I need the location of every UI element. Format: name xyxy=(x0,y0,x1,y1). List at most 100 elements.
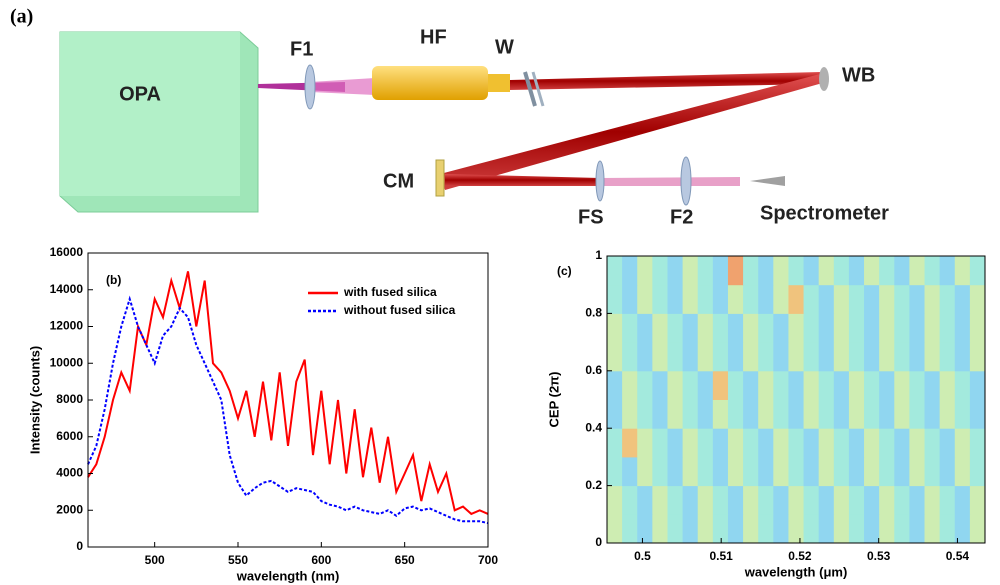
heat-cell xyxy=(727,456,744,487)
heat-cell xyxy=(758,456,774,487)
heat-cell xyxy=(969,342,986,372)
heat-cell xyxy=(924,256,941,286)
heat-cell xyxy=(727,428,744,458)
y-tick-label: 0.4 xyxy=(585,420,602,434)
heat-cell xyxy=(909,399,926,429)
x-axis-label: wavelength (nm) xyxy=(236,568,340,583)
heat-cell xyxy=(894,313,910,343)
heat-cell xyxy=(818,428,835,458)
heat-cell xyxy=(712,313,729,343)
heat-cell xyxy=(697,399,714,429)
window xyxy=(531,71,545,107)
y-tick-label: 1 xyxy=(595,248,602,262)
heat-cell xyxy=(894,284,910,314)
y-tick-label: 0 xyxy=(595,535,602,549)
heat-cell xyxy=(727,514,744,544)
heat-cell xyxy=(894,514,910,544)
heat-cell xyxy=(622,456,638,487)
heat-cell xyxy=(652,342,668,372)
heat-cell xyxy=(727,399,744,429)
heat-cell xyxy=(939,428,956,458)
heat-cell xyxy=(773,256,789,286)
heat-cell xyxy=(697,284,714,314)
heat-cell xyxy=(697,514,714,544)
heat-cell xyxy=(712,370,729,400)
heat-cell xyxy=(803,284,820,314)
heat-cell xyxy=(712,284,729,314)
heat-cell xyxy=(954,514,971,544)
heat-cell xyxy=(712,428,729,458)
heat-cell xyxy=(788,399,805,429)
heat-cell xyxy=(924,456,941,487)
heat-cell xyxy=(879,485,895,515)
heat-cell xyxy=(667,399,684,429)
heat-cell xyxy=(697,485,714,515)
heat-cell xyxy=(607,342,623,372)
heat-cell xyxy=(909,370,926,400)
heat-cell xyxy=(682,370,699,400)
heat-cell xyxy=(939,399,956,429)
heat-cell xyxy=(667,428,684,458)
heat-cell xyxy=(607,370,623,400)
heat-cell xyxy=(743,456,759,487)
heat-cell xyxy=(743,514,759,544)
heat-cell xyxy=(743,313,759,343)
wedge xyxy=(819,67,829,91)
heat-cell xyxy=(758,370,774,400)
heat-cell xyxy=(969,370,986,400)
heat-cell xyxy=(682,342,699,372)
heat-cell xyxy=(909,313,926,343)
heat-cell xyxy=(622,399,638,429)
heat-cell xyxy=(607,514,623,544)
f2-label: F2 xyxy=(670,206,693,228)
heat-cell xyxy=(788,514,805,544)
heat-cell xyxy=(803,514,820,544)
heat-cell xyxy=(969,428,986,458)
heat-cell xyxy=(848,284,865,314)
heat-cell xyxy=(607,284,623,314)
y-tick-label: 0.2 xyxy=(585,478,602,492)
y-tick-label: 14000 xyxy=(50,282,84,296)
heat-cell xyxy=(712,342,729,372)
heat-cell xyxy=(848,313,865,343)
heat-cell xyxy=(607,485,623,515)
heat-cell xyxy=(727,313,744,343)
heat-cell xyxy=(833,428,850,458)
heat-cell xyxy=(864,256,880,286)
beam xyxy=(440,74,826,190)
heat-cell xyxy=(667,514,684,544)
heat-cell xyxy=(939,514,956,544)
heat-cell xyxy=(924,399,941,429)
heat-cell xyxy=(879,456,895,487)
heat-cell xyxy=(954,256,971,286)
heat-cell xyxy=(743,284,759,314)
heat-cell xyxy=(682,456,699,487)
heat-cell xyxy=(682,256,699,286)
heat-cell xyxy=(909,456,926,487)
heat-cell xyxy=(894,485,910,515)
hollow-fiber-end xyxy=(488,74,510,92)
hf-label: HF xyxy=(420,26,447,48)
w-label: W xyxy=(495,36,514,58)
heat-cell xyxy=(909,485,926,515)
heat-cell xyxy=(788,428,805,458)
heat-cell xyxy=(697,342,714,372)
heat-cell xyxy=(848,370,865,400)
heat-cell xyxy=(818,456,835,487)
heat-cell xyxy=(607,256,623,286)
heat-cell xyxy=(939,284,956,314)
heat-cell xyxy=(743,342,759,372)
heat-cell xyxy=(758,256,774,286)
heat-cell xyxy=(758,428,774,458)
heat-cell xyxy=(667,313,684,343)
heat-cell xyxy=(818,313,835,343)
heat-cell xyxy=(879,514,895,544)
heat-cell xyxy=(773,313,789,343)
spectrometer-label: Spectrometer xyxy=(760,202,889,224)
heat-cell xyxy=(818,284,835,314)
heat-cell xyxy=(622,284,638,314)
panel-label: (a) xyxy=(10,6,33,28)
heat-cell xyxy=(758,514,774,544)
heat-cell xyxy=(758,485,774,515)
x-axis-label: wavelength (μm) xyxy=(744,564,848,579)
